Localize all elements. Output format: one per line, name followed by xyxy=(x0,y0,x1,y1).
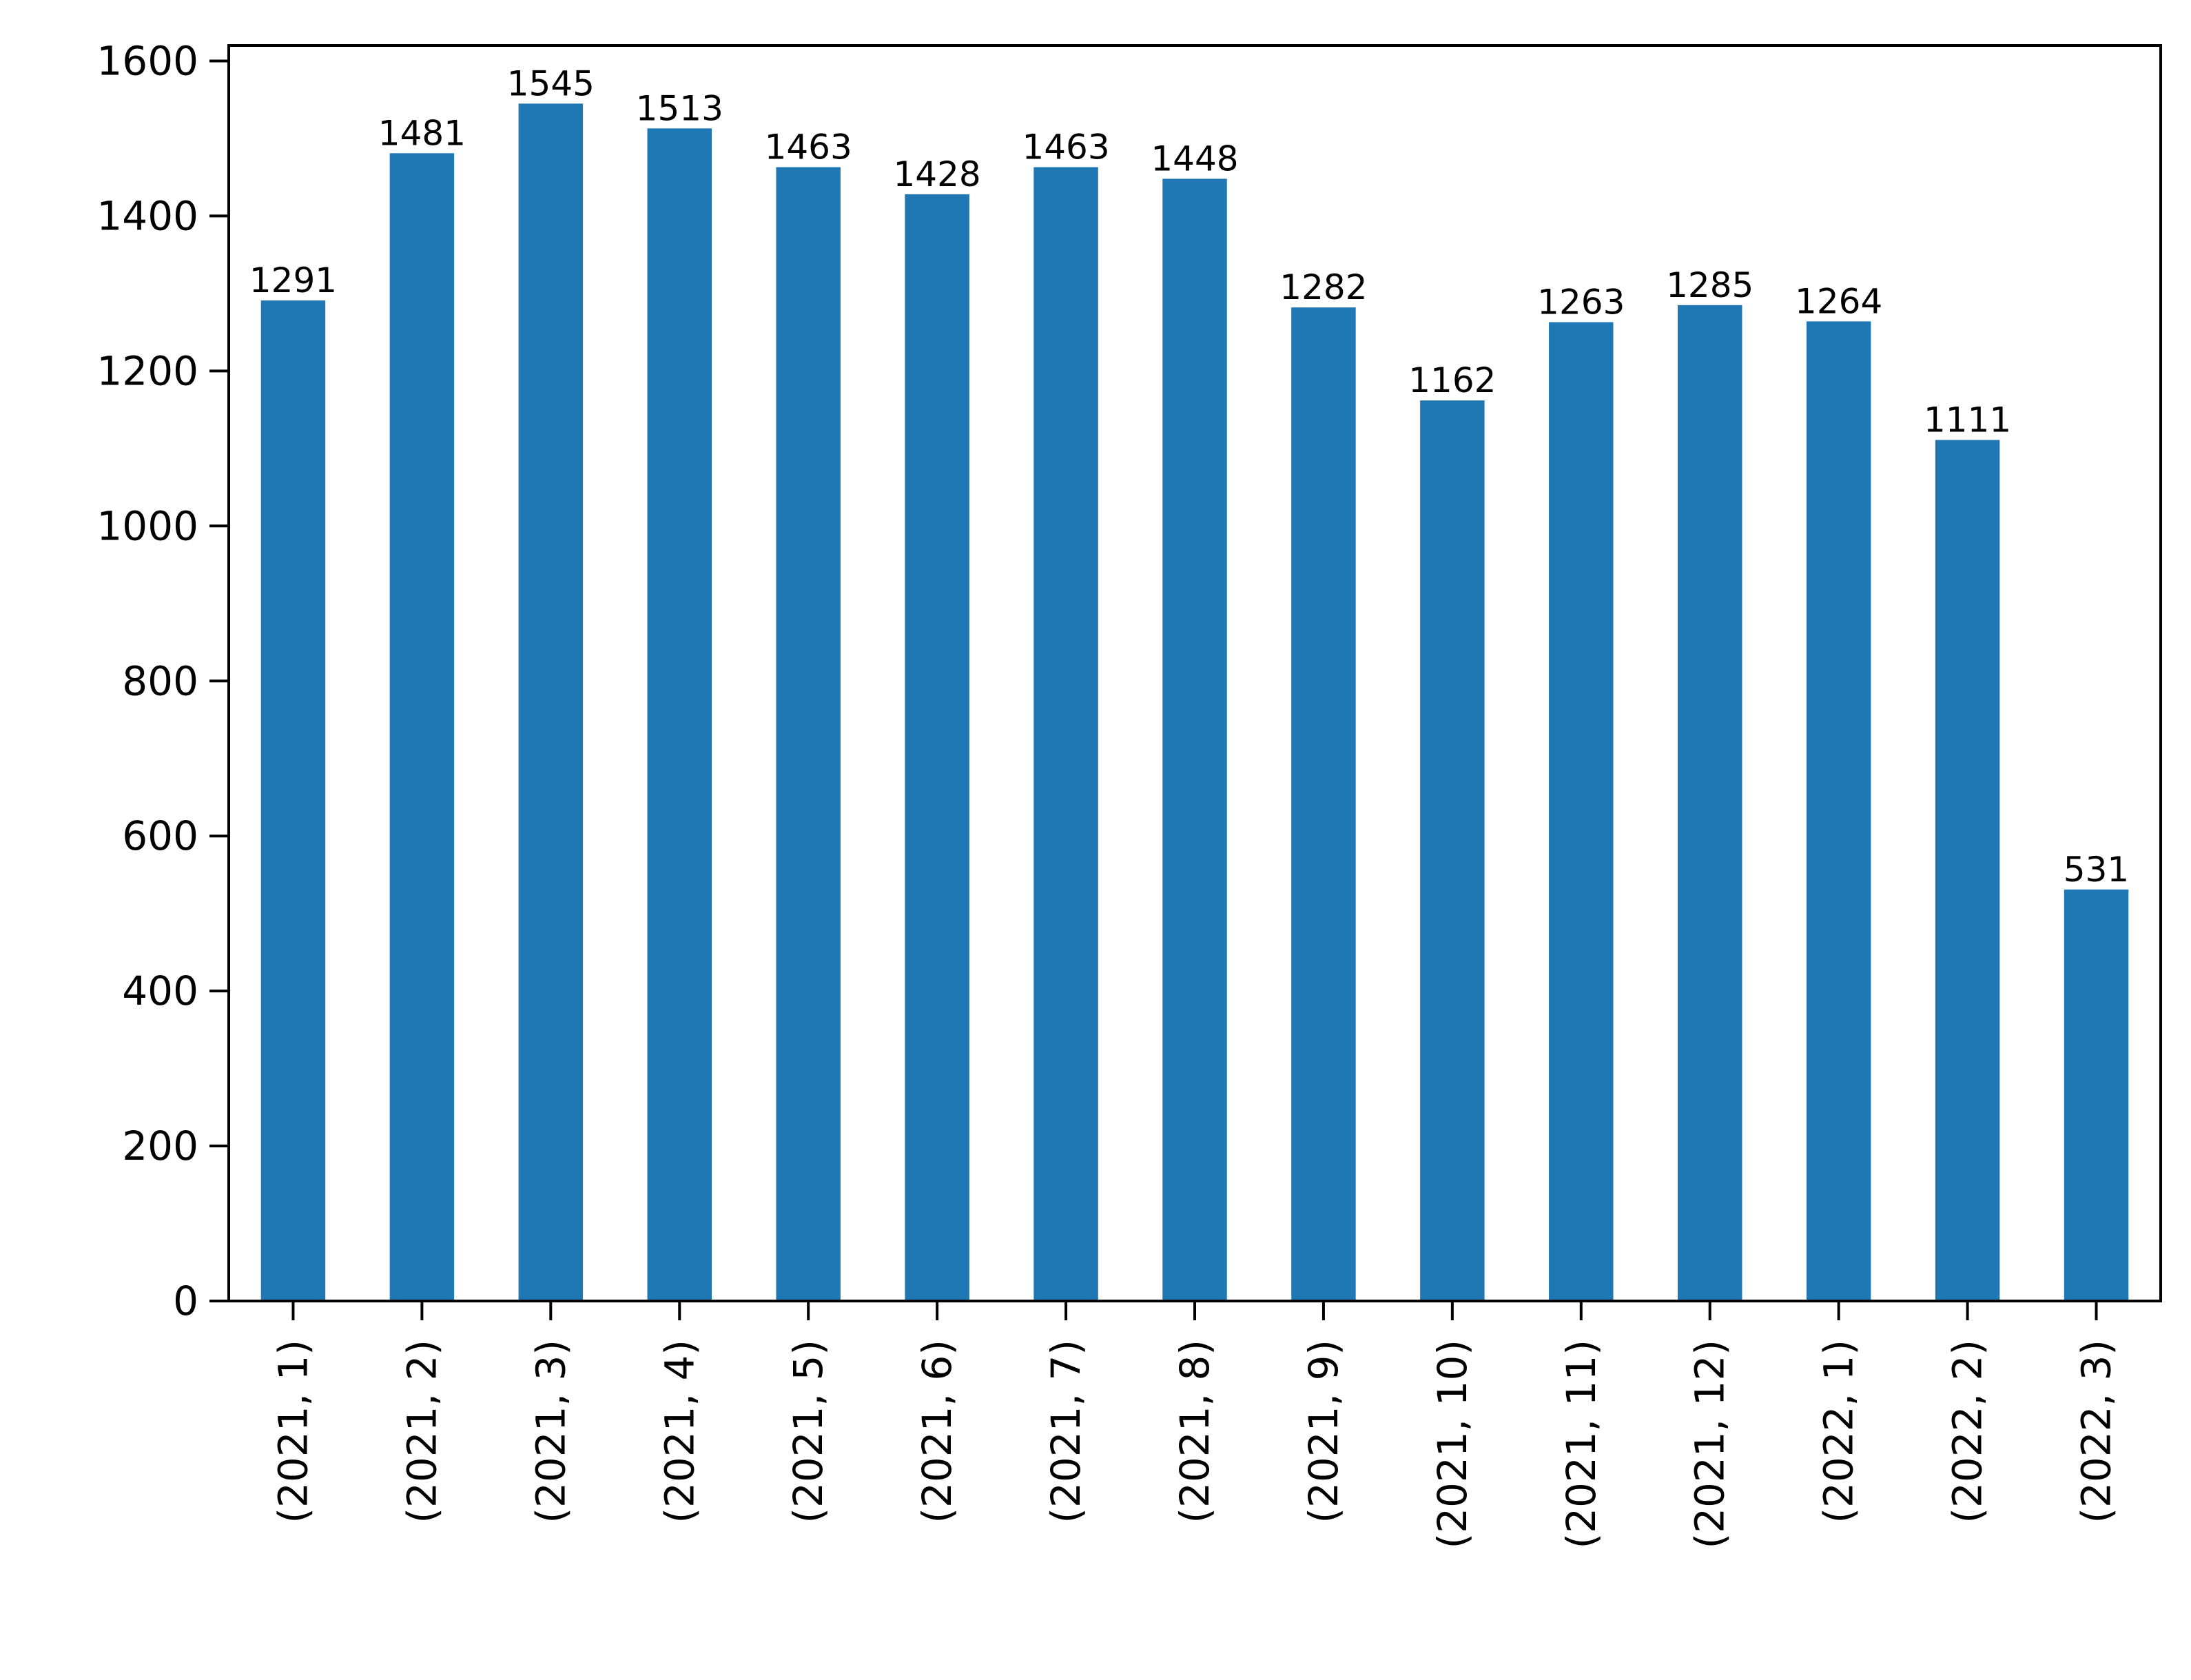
y-tick-label: 200 xyxy=(122,1123,198,1169)
bar xyxy=(1678,305,1742,1301)
x-tick-label: (2021, 6) xyxy=(914,1340,960,1524)
data-labels-layer: 1291 1481 1545 1513 1463 1428 1463 1448 1282 1162… xyxy=(249,63,2129,889)
y-tick-label: 1200 xyxy=(96,347,198,394)
bar xyxy=(776,167,841,1302)
data-label: 1463 xyxy=(1022,127,1109,167)
x-tick-label: (2021, 10) xyxy=(1429,1340,1476,1549)
x-tick-label: (2021, 11) xyxy=(1558,1340,1605,1549)
bar xyxy=(647,128,712,1302)
bar xyxy=(1162,178,1227,1302)
bar xyxy=(1935,440,2000,1301)
data-label: 1513 xyxy=(636,88,723,128)
x-tick-label: (2021, 4) xyxy=(656,1340,703,1524)
data-label: 1463 xyxy=(765,127,852,167)
data-label: 1264 xyxy=(1795,281,1882,321)
data-label: 1545 xyxy=(507,63,595,103)
bar xyxy=(905,194,969,1302)
x-tick-label: (2021, 5) xyxy=(785,1340,832,1524)
data-label: 1162 xyxy=(1408,360,1496,400)
x-tick-label: (2022, 1) xyxy=(1815,1340,1862,1524)
data-label: 1291 xyxy=(249,260,337,300)
y-tick-label: 800 xyxy=(122,657,198,704)
bar xyxy=(1033,167,1098,1302)
bar xyxy=(2064,889,2129,1301)
y-tick-label: 1400 xyxy=(96,192,198,239)
bar xyxy=(1291,307,1356,1301)
y-tick-label: 0 xyxy=(173,1278,198,1324)
data-label: 1285 xyxy=(1666,265,1753,305)
x-tick-label: (2021, 8) xyxy=(1171,1340,1218,1524)
x-tick-label: (2021, 12) xyxy=(1687,1340,1734,1549)
x-tick-label: (2021, 2) xyxy=(398,1340,445,1524)
x-tick-label: (2022, 2) xyxy=(1944,1340,1991,1524)
bar xyxy=(389,153,455,1302)
x-tick-label: (2022, 3) xyxy=(2073,1340,2120,1524)
y-tick-label: 400 xyxy=(122,967,198,1014)
bar xyxy=(1420,400,1485,1301)
bar xyxy=(518,103,584,1302)
x-tick-label: (2021, 7) xyxy=(1042,1340,1089,1524)
y-axis: 0 200 400 600 800 1000 1200 1400 1600 xyxy=(96,37,229,1324)
data-label: 1263 xyxy=(1537,283,1625,322)
y-tick-label: 1000 xyxy=(96,502,198,549)
y-tick-label: 600 xyxy=(122,812,198,859)
x-tick-label: (2021, 3) xyxy=(527,1340,574,1524)
bars-layer xyxy=(260,103,2129,1302)
data-label: 1448 xyxy=(1151,139,1238,178)
bar xyxy=(1806,321,1871,1301)
data-label: 1111 xyxy=(1924,400,2011,440)
data-label: 1481 xyxy=(378,113,466,153)
plot-frame xyxy=(227,44,2162,1302)
data-label: 1282 xyxy=(1279,267,1367,307)
data-label: 1428 xyxy=(894,154,981,194)
data-label: 531 xyxy=(2064,850,2129,890)
x-axis: (2021, 1) (2021, 2) (2021, 3) (2021, 4) (202… xyxy=(269,1301,2120,1549)
y-tick-label: 1600 xyxy=(96,37,198,84)
bar xyxy=(260,300,326,1301)
bar xyxy=(1549,322,1614,1301)
x-tick-label: (2021, 9) xyxy=(1300,1340,1347,1524)
x-tick-label: (2021, 1) xyxy=(269,1340,316,1524)
